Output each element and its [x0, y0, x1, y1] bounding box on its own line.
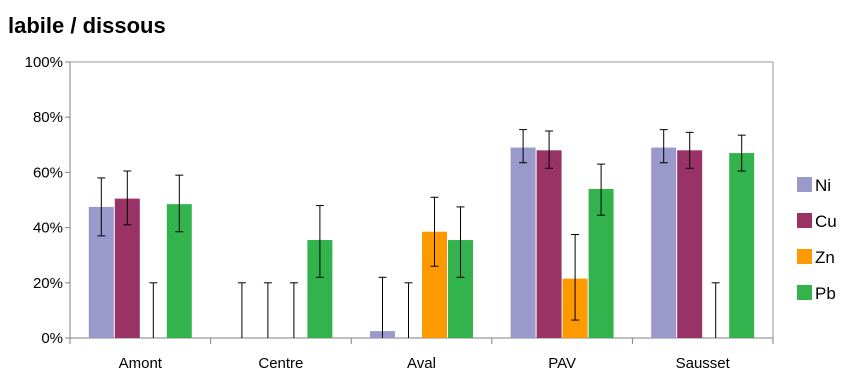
- bar-pb: [729, 153, 755, 338]
- legend: Ni Cu Zn Pb: [797, 176, 837, 303]
- y-tick-label: 60%: [33, 164, 63, 181]
- legend-label-cu: Cu: [815, 212, 837, 231]
- y-tick-label: 80%: [33, 109, 63, 126]
- legend-label-pb: Pb: [815, 284, 836, 303]
- bar-ni: [651, 147, 677, 338]
- x-tick-label: PAV: [548, 355, 576, 372]
- legend-label-ni: Ni: [815, 176, 831, 195]
- x-tick-label: Centre: [258, 355, 303, 372]
- bar-cu: [536, 150, 562, 338]
- y-tick-label: 0%: [41, 330, 63, 347]
- legend-swatch-zn: [797, 249, 812, 264]
- chart-title: labile / dissous: [8, 13, 166, 38]
- x-tick-label: Amont: [119, 355, 163, 372]
- x-tick-label: Aval: [407, 355, 436, 372]
- y-tick-label: 40%: [33, 220, 63, 237]
- legend-swatch-ni: [797, 177, 812, 192]
- y-tick-label: 100%: [25, 54, 63, 71]
- bar-ni: [510, 147, 536, 338]
- legend-swatch-pb: [797, 285, 812, 300]
- bar-cu: [677, 150, 703, 338]
- error-bars: [97, 129, 746, 338]
- x-tick-label: Sausset: [676, 355, 731, 372]
- bars: [88, 147, 755, 338]
- legend-swatch-cu: [797, 213, 812, 228]
- legend-label-zn: Zn: [815, 248, 835, 267]
- y-tick-label: 20%: [33, 275, 63, 292]
